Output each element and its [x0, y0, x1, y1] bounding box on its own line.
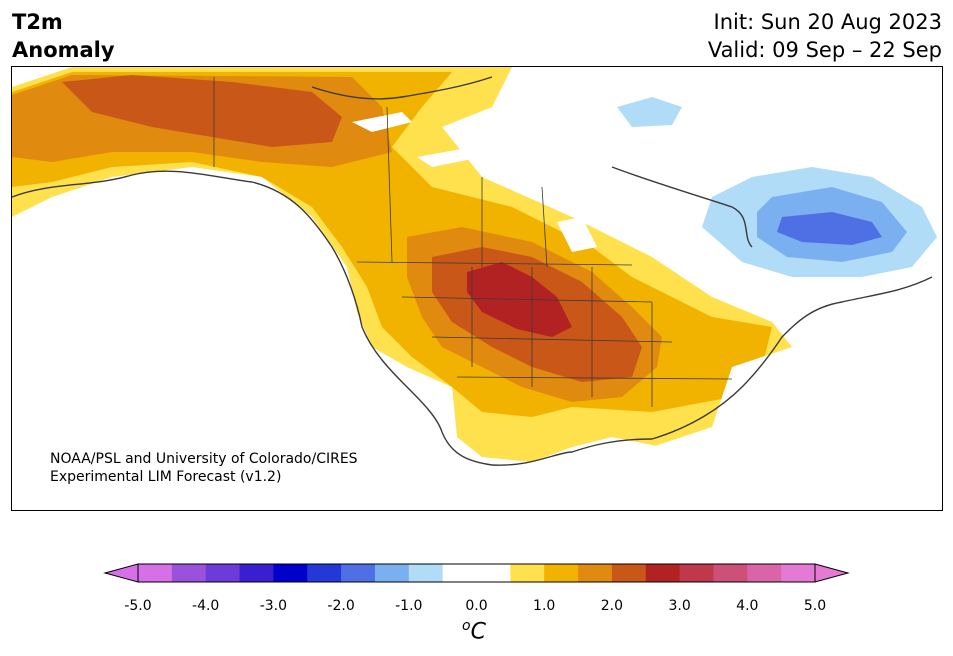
colorbar-tick-label: -2.0: [327, 598, 355, 614]
coastlines: [12, 76, 933, 466]
colorbar-cell: [578, 564, 613, 582]
colorbar-cell: [138, 564, 173, 582]
valid-range: Valid: 09 Sep – 22 Sep: [707, 38, 942, 62]
ocean-white-atlantic: [552, 317, 942, 510]
variable-label: T2m: [12, 10, 63, 34]
ocean-white-pacific: [12, 177, 452, 510]
colorbar-tick-label: -5.0: [124, 598, 152, 614]
colorbar-tick-label: 3.0: [668, 598, 691, 614]
colorbar: [103, 563, 850, 583]
colorbar-tick-label: 0.0: [465, 598, 488, 614]
colorbar-cell: [747, 564, 782, 582]
init-date: Init: Sun 20 Aug 2023: [713, 10, 942, 34]
colorbar-extend-low: [103, 563, 139, 583]
credit-text: NOAA/PSL and University of Colorado/CIRE…: [50, 450, 358, 486]
colorbar-cell: [679, 564, 714, 582]
colorbar-cell: [611, 564, 647, 582]
colorbar-cell: [781, 564, 816, 582]
credit-line-2: Experimental LIM Forecast (v1.2): [50, 469, 282, 485]
unit-celsius: C: [470, 619, 486, 645]
colorbar-cell: [442, 564, 477, 582]
colorbar-cell: [374, 564, 410, 582]
anomaly-region-dark-orange: [62, 75, 342, 147]
colorbar-cells: [138, 564, 816, 582]
colorbar-cell: [713, 564, 748, 582]
colorbar-cell: [205, 564, 241, 582]
colorbar-extend-high: [814, 563, 850, 583]
colorbar-tick-label: 5.0: [803, 598, 827, 614]
colorbar-tick-label: -1.0: [395, 598, 423, 614]
colorbar-tick-label: -3.0: [259, 598, 288, 614]
anomaly-label: Anomaly: [12, 38, 115, 62]
colorbar-cell: [239, 564, 274, 582]
colorbar-cell: [645, 564, 681, 582]
map-canvas: [12, 67, 942, 510]
colorbar-cell: [408, 564, 444, 582]
unit-degree: o: [462, 618, 471, 634]
colorbar-cell: [544, 564, 579, 582]
colorbar-tick-label: -4.0: [192, 598, 220, 614]
anomaly-region-light-blue-north: [617, 97, 682, 127]
colorbar-cell: [307, 564, 342, 582]
lake-white-3: [557, 217, 597, 252]
colorbar-tick-label: 4.0: [736, 598, 759, 614]
colorbar-cell: [510, 564, 545, 582]
anomaly-region-dark-blue-east: [777, 212, 882, 245]
colorbar-cell: [341, 564, 376, 582]
forecast-dates: Init: Sun 20 Aug 2023 Valid: 09 Sep – 22…: [708, 8, 942, 64]
colorbar-cell: [273, 564, 308, 582]
borders: [213, 77, 733, 407]
colorbar-outline: [137, 563, 816, 583]
colorbar-tick-label: 1.0: [533, 598, 556, 614]
colorbar-unit: oC: [462, 618, 486, 644]
colorbar-tick-label: 2.0: [600, 598, 624, 614]
colorbar-cell: [476, 564, 511, 582]
anomaly-map: NOAA/PSL and University of Colorado/CIRE…: [11, 66, 943, 511]
map-title: T2m Anomaly: [12, 8, 115, 64]
lake-white-1: [352, 112, 412, 132]
lake-white-2: [417, 147, 482, 167]
credit-line-1: NOAA/PSL and University of Colorado/CIRE…: [50, 451, 358, 467]
colorbar-cell: [171, 564, 207, 582]
